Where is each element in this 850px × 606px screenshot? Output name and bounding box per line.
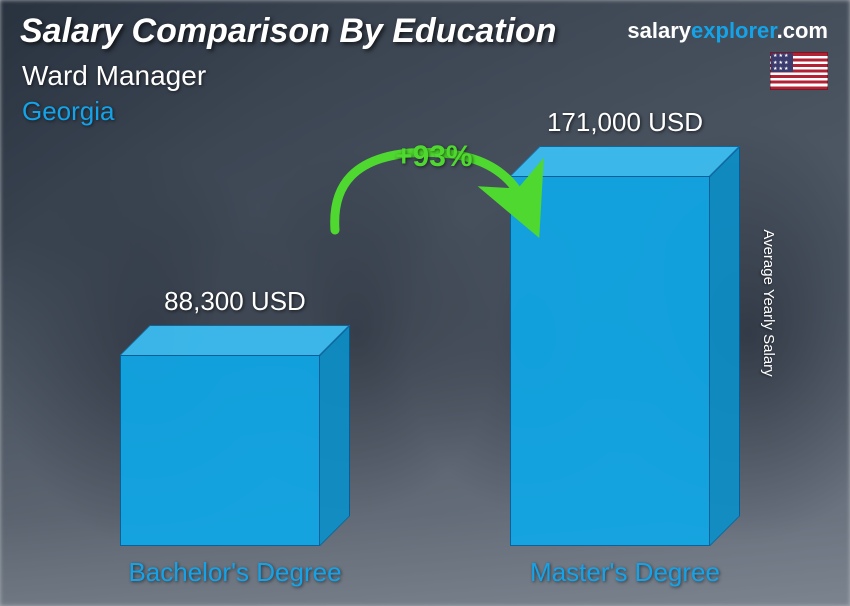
page-title: Salary Comparison By Education bbox=[20, 12, 557, 51]
bar-side bbox=[320, 325, 350, 546]
brand-prefix: salary bbox=[627, 18, 691, 43]
bar-top bbox=[120, 325, 350, 355]
brand-mid: explorer bbox=[691, 18, 777, 43]
bar-value-label: 171,000 USD bbox=[495, 107, 755, 138]
bar-group: 88,300 USDBachelor's Degree bbox=[120, 355, 350, 546]
location-label: Georgia bbox=[22, 96, 115, 127]
country-flag-icon bbox=[770, 52, 828, 90]
brand-logo: salaryexplorer.com bbox=[627, 18, 828, 44]
percent-increase-label: +93% bbox=[395, 140, 473, 174]
bar-front bbox=[120, 355, 320, 546]
brand-suffix: .com bbox=[777, 18, 828, 43]
bar-category-label: Master's Degree bbox=[495, 557, 755, 588]
content-layer: Salary Comparison By Education Ward Mana… bbox=[0, 0, 850, 606]
job-title: Ward Manager bbox=[22, 60, 206, 92]
bar-side bbox=[710, 146, 740, 546]
increase-arrow: +93% bbox=[300, 135, 560, 255]
bar-value-label: 88,300 USD bbox=[105, 286, 365, 317]
bar-category-label: Bachelor's Degree bbox=[105, 557, 365, 588]
